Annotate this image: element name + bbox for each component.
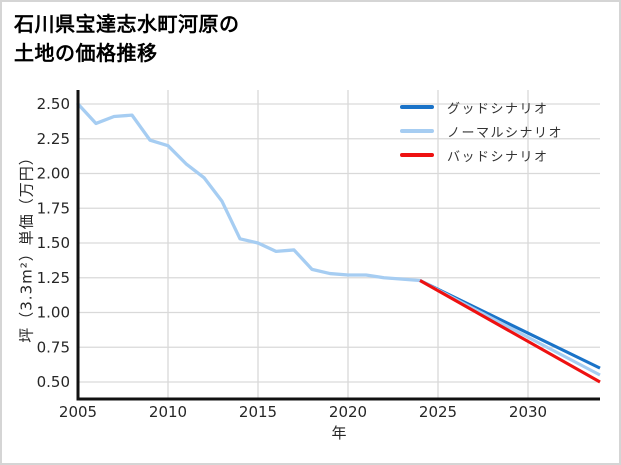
y-tick-label: 2.50 [37,95,70,113]
legend-item-bad: バッドシナリオ [400,143,563,167]
y-tick-label: 0.50 [37,373,70,391]
chart-title-line1: 石川県宝達志水町河原の [14,12,240,36]
chart-title-line2: 土地の価格推移 [14,41,158,65]
history-line [76,102,422,283]
y-tick-label: 1.75 [37,199,70,217]
legend: グッドシナリオ ノーマルシナリオ バッドシナリオ [400,95,563,167]
y-axis-label: 坪（3.3m²）単価（万円） [17,149,36,343]
legend-swatch-bad-line-icon [400,153,434,157]
x-tick-label: 2025 [419,403,457,421]
x-tick-label: 2020 [329,403,367,421]
legend-label-good: グッドシナリオ [447,101,549,117]
x-tick-label: 2005 [59,403,97,421]
legend-swatch-normal-line-icon [400,129,434,133]
chart-title: 石川県宝達志水町河原の 土地の価格推移 [14,10,240,68]
y-tick-label: 2.25 [37,130,70,148]
x-axis-label: 年 [331,424,347,442]
y-tick-label: 1.50 [37,234,70,252]
y-tick-label: 1.00 [37,304,70,322]
legend-item-normal: ノーマルシナリオ [400,119,563,143]
legend-label-bad: バッドシナリオ [447,149,549,165]
y-tick-label: 1.25 [37,269,70,287]
series-line-bad [419,279,601,384]
legend-item-good: グッドシナリオ [400,95,563,119]
x-tick-label: 2030 [509,403,547,421]
y-tick-label: 0.75 [37,338,70,356]
legend-label-normal: ノーマルシナリオ [447,125,564,141]
y-tick-label: 2.00 [37,165,70,183]
x-tick-label: 2010 [149,403,187,421]
x-tick-label: 2015 [239,403,277,421]
legend-swatch-good-line-icon [400,105,434,109]
